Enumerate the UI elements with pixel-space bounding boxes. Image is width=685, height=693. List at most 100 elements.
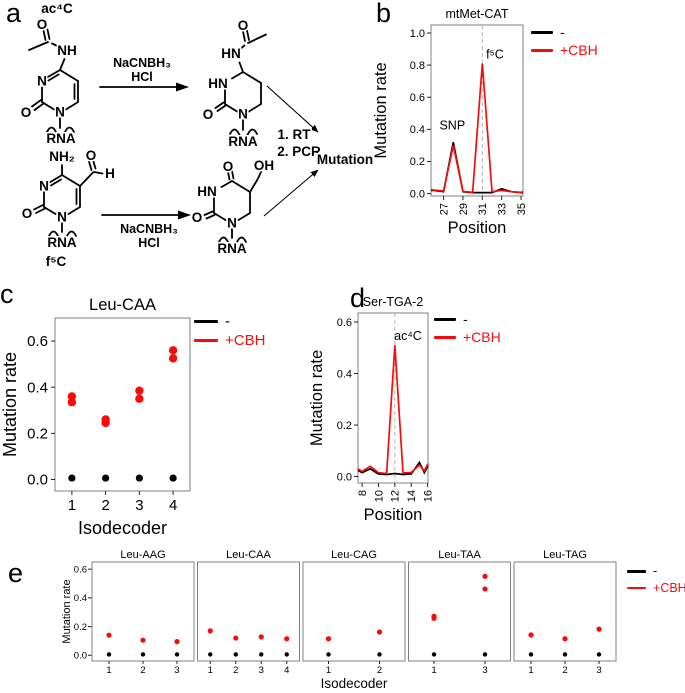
data-point-cbh [168,354,178,363]
plot-frame [197,561,300,662]
legend-label-cbh: +CBH [463,329,501,345]
chart-title: Ser-TGA-2 [363,295,423,309]
data-point-untreated [596,652,602,657]
data-point-untreated [135,474,143,482]
reduced-f5c-structure-bonds [203,170,262,248]
data-point-untreated [106,652,112,657]
annotation: ac⁴C [394,329,422,343]
plot-frame [91,561,195,662]
chem-label: RNA [217,241,246,256]
data-point-untreated [140,652,146,657]
data-point-cbh [140,637,146,643]
x-tick-label: 29 [458,203,470,215]
panel-label-c: c [0,279,14,309]
data-point-cbh [106,632,112,638]
plot-frame [302,561,406,662]
annotation: f⁵C [486,48,504,62]
legend-item-cbh: +CBH [434,330,501,344]
x-tick-label: 1 [68,497,76,514]
panel-label-b: b [376,0,392,28]
y-axis-label: Mutation rate [0,352,20,457]
chem-label: O [21,105,32,120]
y-tick-label: 0.4 [337,368,352,380]
legend-label-untreated: - [560,24,565,40]
chem-label: NH [57,43,77,58]
legend-panel-e: - +CBH [627,565,685,594]
x-tick-label: 3 [482,665,487,676]
data-point-cbh [101,418,110,428]
red-line-key-icon [627,586,646,589]
plot-frame [513,561,617,662]
series-line-untreated [357,460,429,476]
x-tick-label: 4 [169,497,177,514]
data-point-cbh [67,397,77,407]
top-convergence-arrow [266,85,319,133]
data-point-cbh [562,636,568,642]
convergence-arrows [263,85,319,217]
f5c-structure-bonds [33,159,104,242]
data-point-cbh [135,386,144,395]
x-tick-label: 27 [438,203,450,215]
plot-frame [408,561,511,662]
data-point-cbh [67,392,77,401]
x-tick-label: 31 [477,203,489,215]
chem-label: O [223,159,234,174]
data-point-untreated [169,474,177,482]
data-point-untreated [431,652,437,657]
y-tick-label: 0.6 [337,317,352,329]
data-point-untreated [284,652,289,657]
chem-label: N [39,179,49,194]
facet-title: Leu-TAG [543,549,587,561]
bond-lines [28,28,267,248]
y-tick-label: 0.6 [410,92,425,104]
chart-title: mtMet-CAT [446,7,509,21]
legend-item-untreated: - [194,314,265,329]
chem-label: f⁵C [46,254,67,269]
x-tick-label: 33 [497,203,509,215]
x-tick-label: 2 [101,497,109,514]
chem-label: O [203,107,214,122]
plot-frame [357,312,429,484]
reaction-arrow-lines [99,86,179,216]
data-point-untreated [528,652,534,657]
x-tick-label: 35 [516,203,528,215]
data-point-cbh [174,639,180,645]
y-tick-label: 0.0 [410,188,425,200]
reaction-arrowheads [176,82,191,220]
data-point-cbh [135,394,144,403]
chem-label: HN [208,76,228,91]
plot-frame [54,317,191,492]
x-axis-label: Isodecoder [321,676,388,691]
facet-title: Leu-CAA [226,549,271,561]
chart-leu-caa: 0.0 0.2 0.4 0.6 1 2 3 4 Leu-CAA Isodecoder Mutatio… [0,296,191,538]
data-point-untreated [377,652,382,657]
plot-frame [430,24,524,197]
x-tick-label: 1 [208,665,213,676]
x-axis-label: Isodecoder [78,518,167,538]
legend-item-cbh: +CBH [194,333,265,348]
chem-label: HN [197,184,217,199]
x-tick-label: 10 [373,490,385,502]
chem-label: 2. PCR [277,144,321,159]
data-point-untreated [326,652,331,657]
panel-label-a: a [6,0,22,28]
facet-title: Leu-TAA [438,549,481,561]
x-tick-label: 3 [135,497,143,514]
black-line-key-icon [627,570,646,573]
x-tick-label: 3 [259,665,264,676]
legend-label-cbh: +CBH [225,332,266,349]
x-tick-label: 8 [357,490,369,496]
chem-label: NaCNBH₃ [113,56,171,70]
y-axis-label: Mutation rate [61,579,73,643]
chem-label: ac⁴C [41,1,73,16]
ac4c-structure-bonds [28,28,79,138]
legend-label-cbh: +CBH [560,42,598,58]
y-tick-label: 0.2 [74,622,87,633]
y-tick-label: 0.4 [410,124,425,136]
data-point-cbh [376,629,383,635]
series-line-cbh [430,63,524,194]
legend-label-cbh: +CBH [653,580,685,595]
data-point-cbh [482,586,488,592]
